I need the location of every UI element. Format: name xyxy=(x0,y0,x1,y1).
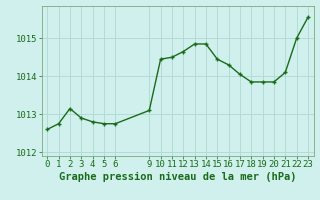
X-axis label: Graphe pression niveau de la mer (hPa): Graphe pression niveau de la mer (hPa) xyxy=(59,172,296,182)
